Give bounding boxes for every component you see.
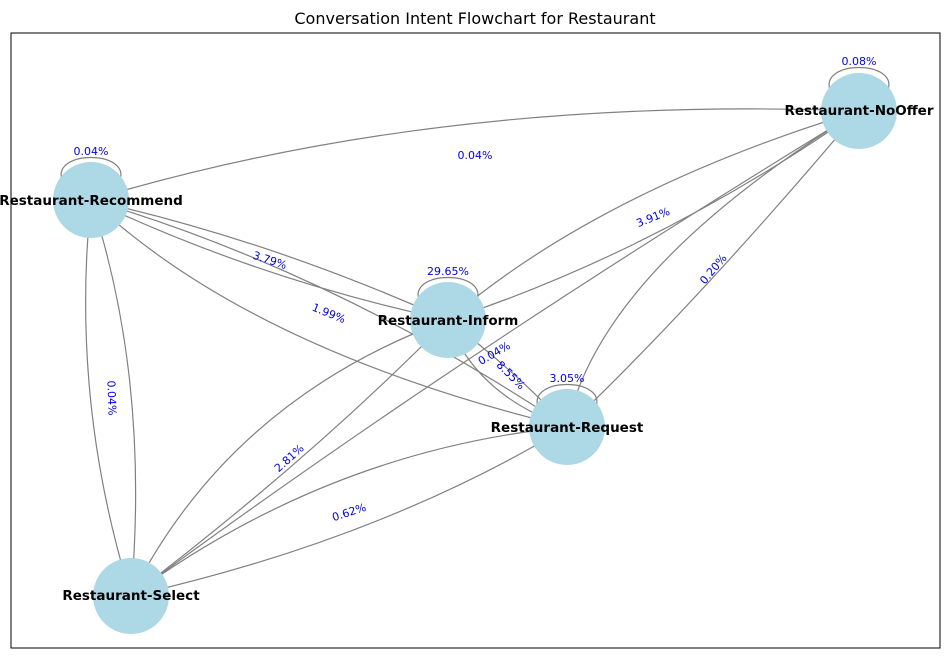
edge-label-recommend-inform: 3.79%	[251, 249, 288, 272]
edge-noOffer-inform-a	[447, 110, 860, 321]
loop-recommend	[60, 156, 122, 181]
edge-labels: 0.04% 3.91% 0.20% 3.79% 1.99% 0.04% 8.55…	[74, 55, 877, 524]
nodes	[53, 73, 897, 634]
loop-label-request: 3.05%	[550, 372, 585, 385]
edge-noOffer-select	[130, 110, 860, 597]
edge-recommend-select-b	[90, 199, 137, 597]
node-label-inform: Restaurant-Inform	[378, 313, 519, 329]
edge-request-select-b	[130, 426, 568, 597]
loop-label-noOffer: 0.08%	[842, 55, 877, 68]
edge-label-recommend-noOffer: 0.04%	[458, 149, 493, 162]
edge-label-inform-request: 8.55%	[494, 358, 528, 392]
node-label-select: Restaurant-Select	[62, 588, 200, 604]
edge-inform-select-a	[130, 319, 449, 597]
loop-label-recommend: 0.04%	[74, 145, 109, 158]
edge-recommend-inform-b	[90, 199, 449, 321]
edge-label-noOffer-inform: 3.91%	[635, 205, 672, 230]
edge-label-recommend-request: 1.99%	[310, 301, 347, 326]
edge-label-request-select: 0.62%	[331, 501, 368, 524]
loop-noOffer	[828, 66, 890, 91]
edge-request-select-a	[130, 426, 568, 597]
edge-recommend-noOffer	[90, 108, 860, 201]
edge-noOffer-request-a	[566, 110, 860, 428]
loop-request	[536, 383, 598, 408]
loop-label-inform: 29.65%	[427, 265, 469, 278]
loop-inform	[417, 276, 479, 301]
node-label-recommend: Restaurant-Recommend	[0, 193, 183, 209]
node-label-request: Restaurant-Request	[491, 420, 644, 436]
plot-frame	[10, 32, 941, 649]
node-noOffer	[821, 73, 897, 149]
node-inform	[410, 282, 486, 358]
node-select	[93, 558, 169, 634]
node-label-noOffer: Restaurant-NoOffer	[785, 103, 934, 119]
edge-noOffer-inform-b	[447, 110, 860, 321]
node-recommend	[53, 162, 129, 238]
edge-label-recommend-select: 0.04%	[104, 380, 118, 415]
edge-label-inform-select: 2.81%	[272, 442, 307, 475]
edge-inform-select-b	[130, 319, 449, 597]
node-labels: Restaurant-Recommend Restaurant-NoOffer …	[0, 103, 934, 604]
edge-recommend-inform-a	[90, 199, 449, 321]
edge-recommend-select-a	[85, 199, 132, 597]
edge-recommend-request-a	[90, 199, 568, 428]
edge-recommend-request-b	[90, 199, 568, 428]
node-request	[529, 389, 605, 465]
chart-title: Conversation Intent Flowchart for Restau…	[294, 9, 655, 28]
edge-label-noOffer-request: 0.20%	[697, 252, 729, 287]
edge-noOffer-request-b	[566, 110, 860, 428]
